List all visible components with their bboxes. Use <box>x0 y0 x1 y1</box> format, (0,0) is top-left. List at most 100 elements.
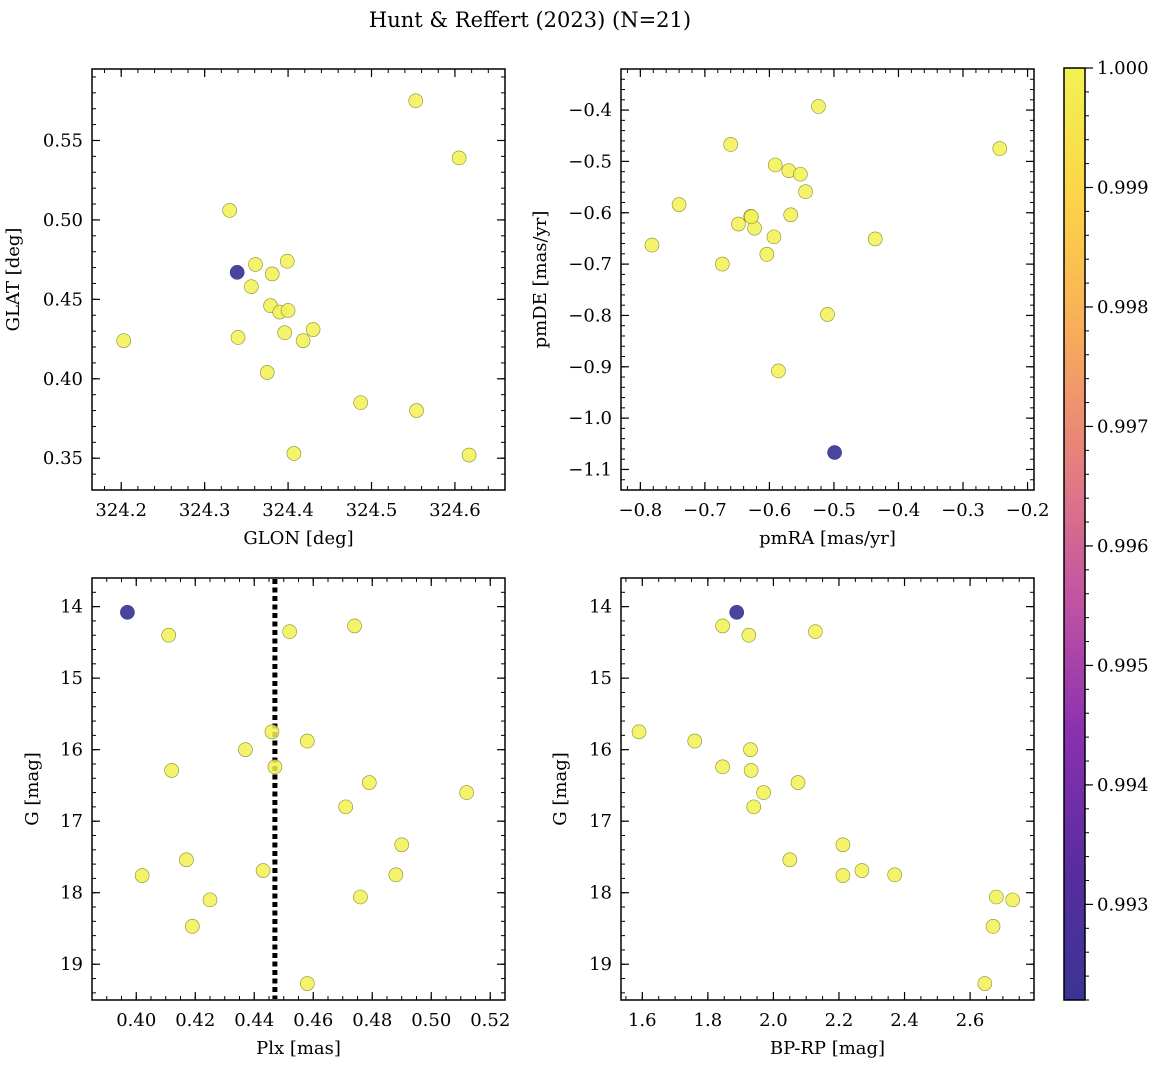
x-tick-label: 2.4 <box>890 1010 919 1031</box>
member-point <box>267 759 283 775</box>
y-tick-label: 0.35 <box>43 448 83 469</box>
y-tick-label: 0.40 <box>43 369 83 390</box>
member-point <box>771 363 786 379</box>
y-axis-label: G [mag] <box>22 752 43 825</box>
x-tick-label: 324.5 <box>346 500 398 521</box>
member-point <box>671 197 687 212</box>
outlier-point <box>827 445 842 460</box>
colorbar-tick-label: 0.994 <box>1097 775 1149 796</box>
member-point <box>408 93 424 109</box>
y-tick-label: −0.7 <box>568 254 612 275</box>
x-tick-label: 0.40 <box>116 1010 156 1031</box>
x-tick-label: 2.0 <box>759 1010 788 1031</box>
y-tick-label: 17 <box>589 811 612 832</box>
member-point <box>394 837 410 853</box>
member-point <box>264 266 280 282</box>
member-point <box>286 446 302 461</box>
x-axis-label: pmRA [mas/yr] <box>759 528 896 549</box>
member-point <box>338 799 354 815</box>
axes-frame <box>620 68 1035 491</box>
y-tick-label: 16 <box>60 740 83 761</box>
y-tick-label: −0.9 <box>568 357 612 378</box>
x-tick-label: 0.48 <box>352 1010 392 1031</box>
x-tick-label: 324.2 <box>95 500 147 521</box>
member-point <box>282 624 297 639</box>
colorbar-tick-label: 0.995 <box>1097 655 1149 676</box>
member-point <box>300 733 315 749</box>
y-axis-label: GLAT [deg] <box>3 228 24 332</box>
member-point <box>759 247 775 262</box>
y-tick-label: 17 <box>60 811 83 832</box>
y-tick-label: 19 <box>589 954 612 975</box>
axes-frame <box>91 577 506 1001</box>
member-point <box>644 237 660 253</box>
outlier-point <box>120 605 135 620</box>
x-tick-label: 324.3 <box>179 500 231 521</box>
colorbar-tick-label: 0.997 <box>1097 416 1149 437</box>
member-point <box>741 627 757 643</box>
member-point <box>238 742 253 757</box>
outlier-point <box>729 605 745 620</box>
x-tick-label: 0.50 <box>411 1010 451 1031</box>
y-tick-label: 0.50 <box>43 210 83 231</box>
y-tick-label: 19 <box>60 954 83 975</box>
member-point <box>715 759 730 775</box>
x-tick-label: 0.42 <box>175 1010 215 1031</box>
member-point <box>161 627 176 643</box>
y-tick-label: 0.45 <box>43 289 83 310</box>
x-tick-label: −0.8 <box>619 500 663 521</box>
x-tick-label: 1.6 <box>628 1010 657 1031</box>
colorbar: 0.993 0.994 0.995 0.996 0.997 0.998 0.999 1.000 <box>1063 58 1149 1001</box>
y-tick-label: −0.6 <box>568 203 612 224</box>
x-tick-label: −0.3 <box>941 500 985 521</box>
member-point <box>756 785 771 800</box>
y-axis-label: G [mag] <box>550 752 571 825</box>
member-point <box>388 867 404 883</box>
member-point <box>854 863 870 878</box>
color-magnitude-panel: 1.6 1.8 2.0 2.2 2.4 2.6 14 15 16 17 18 19 BP-RP [mag… <box>550 577 1035 1059</box>
member-point <box>202 892 218 908</box>
member-point <box>255 863 271 878</box>
member-point <box>985 919 1001 934</box>
member-point <box>820 307 835 322</box>
member-point <box>347 618 362 634</box>
member-point <box>244 279 259 294</box>
y-tick-label: 15 <box>589 668 612 689</box>
member-point <box>782 852 798 868</box>
figure-title: Hunt & Reffert (2023) (N=21) <box>369 8 691 32</box>
member-point <box>867 231 883 247</box>
member-point <box>409 403 424 418</box>
sky-position-panel: 324.2 324.3 324.4 324.5 324.6 0.35 0.40 0.45 0.5… <box>3 68 506 549</box>
colorbar-tick-label: 0.999 <box>1097 177 1149 198</box>
member-point <box>743 742 758 757</box>
colorbar-tick-label: 0.998 <box>1097 297 1149 318</box>
axes-frame <box>620 577 1035 1001</box>
y-tick-label: −1.1 <box>568 459 612 480</box>
outlier-point <box>229 265 245 280</box>
member-point <box>793 166 808 182</box>
member-point <box>222 203 237 218</box>
x-tick-label: 1.8 <box>694 1010 723 1031</box>
member-point <box>731 216 746 232</box>
member-point <box>353 889 368 905</box>
member-point <box>808 624 823 639</box>
member-point <box>134 868 150 883</box>
member-point <box>887 867 902 883</box>
member-point <box>811 99 826 114</box>
member-point <box>992 141 1008 156</box>
member-point <box>264 724 280 740</box>
colorbar-gradient <box>1063 67 1086 1001</box>
member-point <box>746 799 762 815</box>
member-point <box>451 150 467 166</box>
y-tick-label: −0.5 <box>568 151 612 172</box>
x-tick-label: 0.46 <box>293 1010 333 1031</box>
member-point <box>798 184 813 200</box>
x-tick-label: −0.6 <box>748 500 792 521</box>
x-tick-label: 2.2 <box>825 1010 854 1031</box>
member-point <box>461 447 477 463</box>
member-point <box>687 733 703 749</box>
member-point <box>835 868 851 883</box>
member-point <box>305 322 321 337</box>
x-tick-label: 324.4 <box>262 500 314 521</box>
